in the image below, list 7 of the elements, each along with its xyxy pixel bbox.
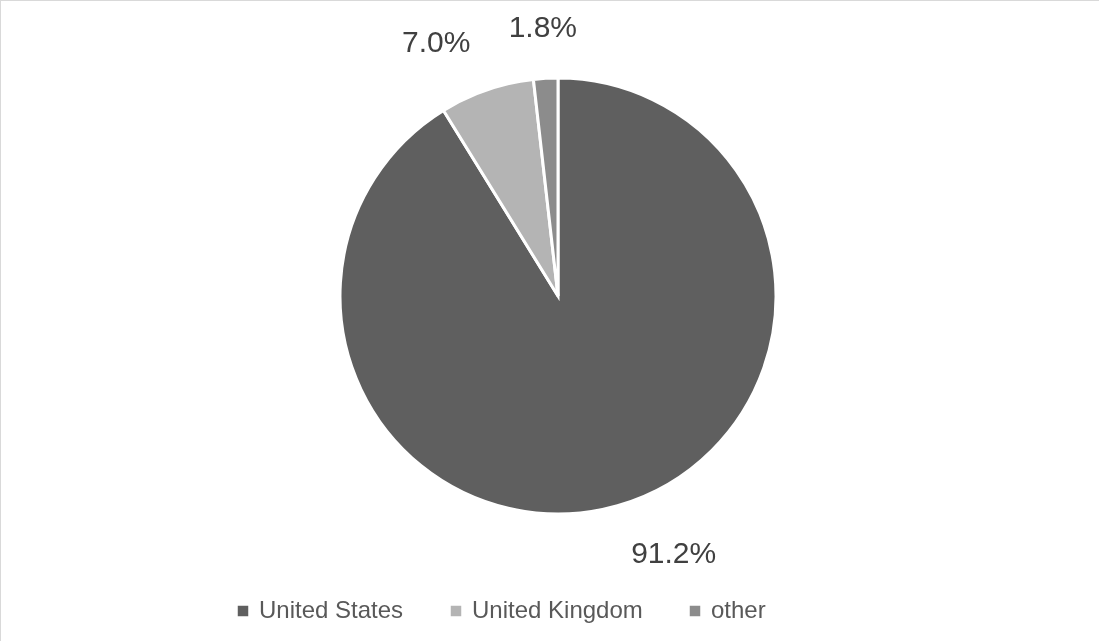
legend-label: United States xyxy=(259,596,404,623)
data-label: 7.0% xyxy=(402,24,471,58)
legend-label: other xyxy=(711,596,766,623)
data-label: 91.2% xyxy=(631,535,717,569)
pie-slice xyxy=(338,76,778,516)
legend-label: United Kingdom xyxy=(472,596,643,623)
data-label: 1.8% xyxy=(508,10,578,44)
